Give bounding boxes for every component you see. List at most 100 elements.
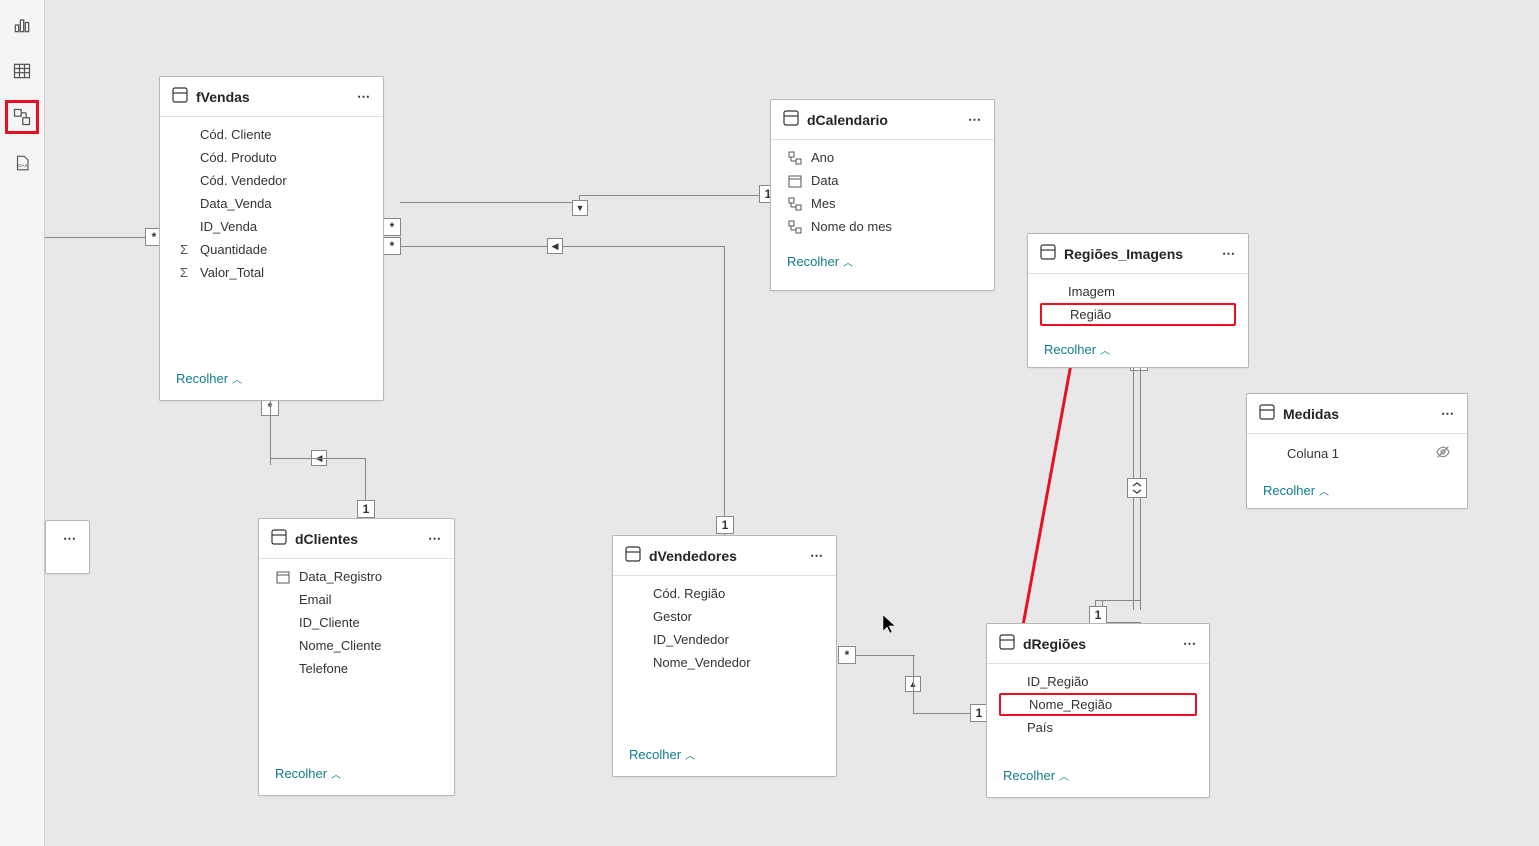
field-row[interactable]: ID_Região [987, 670, 1209, 693]
card-menu-icon[interactable]: ⋯ [428, 531, 442, 547]
field-row[interactable]: Gestor [613, 605, 836, 628]
field-name: Cód. Região [653, 586, 725, 601]
field-name: Valor_Total [200, 265, 264, 280]
data-view-icon[interactable] [5, 54, 39, 88]
table-icon [625, 546, 641, 565]
field-row[interactable]: Cód. Vendedor [160, 169, 383, 192]
rel-line [1133, 355, 1141, 485]
field-name: ID_Cliente [299, 615, 360, 630]
field-name: Data_Venda [200, 196, 272, 211]
direction-arrow-icon: ▼ [572, 200, 588, 216]
partial-table-card[interactable]: ⋯ [45, 520, 90, 574]
collapse-link[interactable]: Recolher︿ [771, 244, 994, 279]
field-name: Coluna 1 [1287, 446, 1339, 461]
rel-line [270, 400, 271, 465]
card-menu-icon[interactable]: ⋯ [810, 548, 824, 564]
cardinality-one: 1 [357, 500, 375, 518]
field-row[interactable]: Σ Valor_Total [160, 261, 383, 284]
table-card-dvendedores[interactable]: dVendedores ⋯ Cód. Região Gestor ID_Vend… [612, 535, 837, 777]
hierarchy-icon [787, 151, 803, 165]
field-name: Nome do mes [811, 219, 892, 234]
field-row[interactable]: Data [771, 169, 994, 192]
card-menu-icon[interactable]: ⋯ [1222, 246, 1236, 262]
rel-line [45, 237, 159, 238]
report-view-icon[interactable] [5, 8, 39, 42]
cardinality-many: * [383, 218, 401, 236]
field-row[interactable]: Data_Registro [259, 565, 454, 588]
field-name: Email [299, 592, 332, 607]
table-card-dclientes[interactable]: dClientes ⋯ Data_Registro Email ID_Clien… [258, 518, 455, 796]
field-row[interactable]: Data_Venda [160, 192, 383, 215]
card-menu-icon[interactable]: ⋯ [1441, 406, 1455, 422]
dax-view-icon[interactable]: DAX [5, 146, 39, 180]
card-menu-icon[interactable]: ⋯ [1183, 636, 1197, 652]
table-title: dRegiões [1023, 636, 1175, 652]
field-row[interactable]: Telefone [259, 657, 454, 680]
card-menu-icon[interactable]: ⋯ [357, 89, 371, 105]
model-view-icon[interactable] [5, 100, 39, 134]
table-card-medidas[interactable]: Medidas ⋯ Coluna 1 Recolher︿ [1246, 393, 1468, 509]
table-icon [172, 87, 188, 106]
chevron-up-icon: ︿ [232, 371, 242, 386]
rel-line [400, 246, 555, 247]
card-menu-icon[interactable]: ⋯ [968, 112, 982, 128]
model-canvas[interactable]: * * ▼ 1 * ◀ 1 * ◀ 1 * ▲ 1 1 1 [45, 0, 1539, 846]
sigma-icon: Σ [176, 265, 192, 280]
table-card-dregioes[interactable]: dRegiões ⋯ ID_Região Nome_Região País Re… [986, 623, 1210, 798]
collapse-link[interactable]: Recolher︿ [987, 758, 1085, 793]
rel-line [400, 202, 580, 203]
table-card-regioes-imagens[interactable]: Regiões_Imagens ⋯ Imagem Região Recolher… [1027, 233, 1249, 368]
rel-line [913, 655, 914, 713]
field-row[interactable]: Email [259, 588, 454, 611]
rel-line [724, 246, 725, 535]
field-row[interactable]: Nome_Cliente [259, 634, 454, 657]
table-card-fvendas[interactable]: fVendas ⋯ Cód. Cliente Cód. Produto Cód.… [159, 76, 384, 401]
rel-line [270, 458, 366, 459]
table-title: Medidas [1283, 406, 1433, 422]
collapse-link[interactable]: Recolher︿ [259, 756, 357, 791]
calendar-icon [787, 174, 803, 188]
table-title: dCalendario [807, 112, 960, 128]
field-row[interactable]: ΣQuantidade [160, 238, 383, 261]
field-row[interactable]: Cód. Região [613, 582, 836, 605]
field-row[interactable]: Coluna 1 [1247, 440, 1467, 467]
table-icon [271, 529, 287, 548]
field-row[interactable]: Imagem [1028, 280, 1248, 303]
svg-text:DAX: DAX [18, 163, 27, 168]
field-row[interactable]: ID_Venda [160, 215, 383, 238]
field-row-highlighted[interactable]: Região [1040, 303, 1236, 326]
field-row[interactable]: Nome do mes [771, 215, 994, 238]
cardinality-one: 1 [716, 516, 734, 534]
collapse-link[interactable]: Recolher︿ [160, 361, 258, 396]
field-row-highlighted[interactable]: Nome_Região [999, 693, 1197, 716]
table-title: dClientes [295, 531, 420, 547]
field-name: Data [811, 173, 838, 188]
field-name: Data_Registro [299, 569, 382, 584]
table-title: dVendedores [649, 548, 802, 564]
direction-arrow-icon: ◀ [547, 238, 563, 254]
collapse-link[interactable]: Recolher︿ [1028, 332, 1248, 367]
field-name: Nome_Vendedor [653, 655, 751, 670]
chevron-up-icon: ︿ [843, 254, 853, 269]
field-name: Cód. Cliente [200, 127, 272, 142]
table-icon [1259, 404, 1275, 423]
field-row[interactable]: Mes [771, 192, 994, 215]
cardinality-one: 1 [1089, 606, 1107, 624]
collapse-link[interactable]: Recolher︿ [1247, 473, 1467, 508]
card-menu-icon[interactable]: ⋯ [63, 531, 77, 547]
field-row[interactable]: Cód. Produto [160, 146, 383, 169]
table-card-dcalendario[interactable]: dCalendario ⋯ Ano Data Mes Nome do mes R… [770, 99, 995, 291]
calendar-icon [275, 570, 291, 584]
field-name: Nome_Região [1029, 697, 1112, 712]
field-row[interactable]: ID_Cliente [259, 611, 454, 634]
field-row[interactable]: ID_Vendedor [613, 628, 836, 651]
rel-line [1133, 498, 1141, 610]
sigma-icon: Σ [176, 242, 192, 257]
collapse-link[interactable]: Recolher︿ [613, 737, 711, 772]
field-row[interactable]: Cód. Cliente [160, 123, 383, 146]
field-row[interactable]: Ano [771, 146, 994, 169]
field-name: Mes [811, 196, 836, 211]
field-name: ID_Região [1027, 674, 1088, 689]
field-row[interactable]: País [987, 716, 1209, 739]
field-row[interactable]: Nome_Vendedor [613, 651, 836, 674]
